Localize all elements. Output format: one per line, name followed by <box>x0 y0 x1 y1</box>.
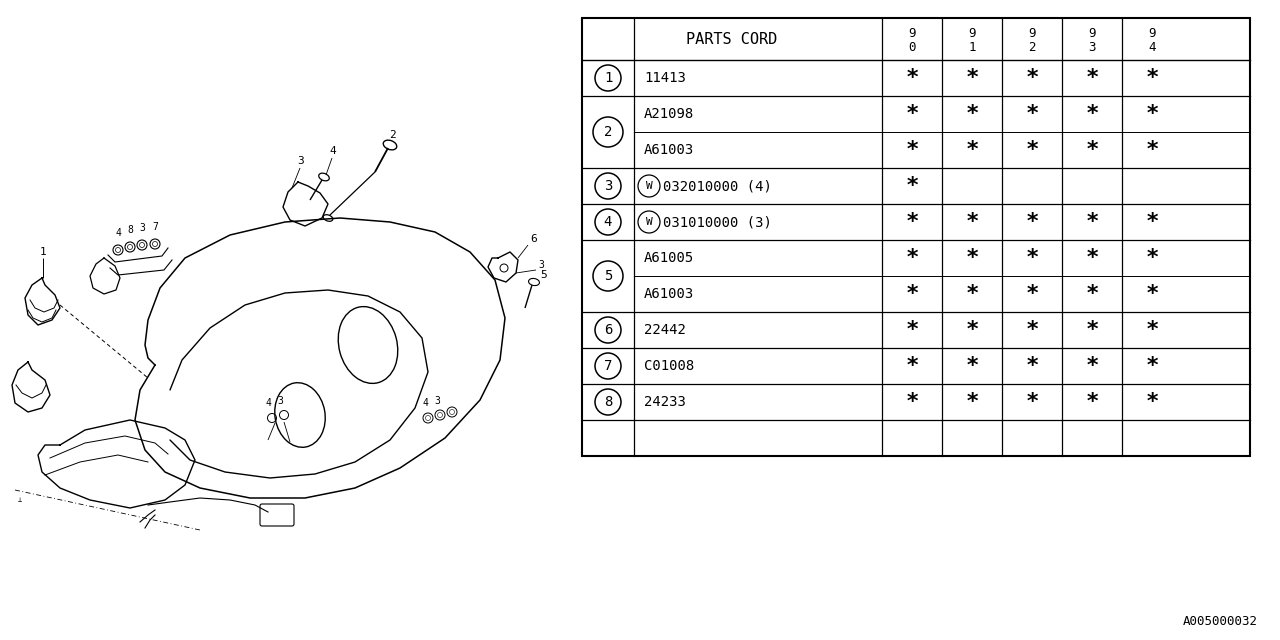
Text: *: * <box>1146 104 1158 124</box>
Text: 1: 1 <box>40 247 46 257</box>
Text: 4: 4 <box>330 146 337 156</box>
Text: *: * <box>1085 248 1098 268</box>
Text: 1: 1 <box>604 71 612 85</box>
Text: 031010000 (3): 031010000 (3) <box>663 215 772 229</box>
Text: 1: 1 <box>968 40 975 54</box>
Text: 032010000 (4): 032010000 (4) <box>663 179 772 193</box>
Text: *: * <box>965 356 979 376</box>
Text: *: * <box>1025 392 1038 412</box>
Text: 9: 9 <box>1148 26 1156 40</box>
Text: 3: 3 <box>434 396 440 406</box>
Text: 3: 3 <box>604 179 612 193</box>
Text: PARTS CORD: PARTS CORD <box>686 31 778 47</box>
Text: 11413: 11413 <box>644 71 686 85</box>
Text: *: * <box>1085 212 1098 232</box>
Text: *: * <box>905 212 919 232</box>
Text: *: * <box>1146 68 1158 88</box>
Text: A005000032: A005000032 <box>1183 615 1258 628</box>
Text: *: * <box>905 248 919 268</box>
Text: 3: 3 <box>538 260 544 270</box>
Text: *: * <box>1085 392 1098 412</box>
Text: *: * <box>1085 140 1098 160</box>
Text: 3: 3 <box>1088 40 1096 54</box>
Text: *: * <box>965 140 979 160</box>
Text: *: * <box>965 248 979 268</box>
Text: *: * <box>905 68 919 88</box>
Text: *: * <box>1025 104 1038 124</box>
Text: 2: 2 <box>1028 40 1036 54</box>
Text: 4: 4 <box>265 398 271 408</box>
Text: *: * <box>1025 140 1038 160</box>
Text: *: * <box>965 104 979 124</box>
Text: *: * <box>1025 68 1038 88</box>
Text: *: * <box>965 284 979 304</box>
Text: 0: 0 <box>909 40 915 54</box>
Text: 9: 9 <box>1088 26 1096 40</box>
Text: *: * <box>1085 104 1098 124</box>
Text: *: * <box>1085 68 1098 88</box>
Text: 4: 4 <box>115 228 120 238</box>
Text: *: * <box>1025 320 1038 340</box>
Text: A21098: A21098 <box>644 107 694 121</box>
Text: *: * <box>965 68 979 88</box>
Text: *: * <box>1146 212 1158 232</box>
Text: 9: 9 <box>909 26 915 40</box>
Text: *: * <box>905 392 919 412</box>
Text: *: * <box>965 320 979 340</box>
Text: 4: 4 <box>604 215 612 229</box>
Text: 7: 7 <box>604 359 612 373</box>
Text: *: * <box>1146 248 1158 268</box>
Text: *: * <box>1146 392 1158 412</box>
Text: 3: 3 <box>298 156 305 166</box>
Text: 4: 4 <box>1148 40 1156 54</box>
Text: *: * <box>905 104 919 124</box>
Text: 22442: 22442 <box>644 323 686 337</box>
Text: 6: 6 <box>530 234 536 244</box>
Text: 3: 3 <box>276 396 283 406</box>
Text: 2: 2 <box>604 125 612 139</box>
Text: A61005: A61005 <box>644 251 694 265</box>
Text: 7: 7 <box>152 222 157 232</box>
Text: 9: 9 <box>968 26 975 40</box>
Text: C01008: C01008 <box>644 359 694 373</box>
Text: W: W <box>645 181 653 191</box>
Bar <box>582 18 1251 456</box>
Text: *: * <box>1146 320 1158 340</box>
Text: 3: 3 <box>140 223 145 233</box>
Text: *: * <box>1146 140 1158 160</box>
Text: 8: 8 <box>604 395 612 409</box>
Text: *: * <box>1025 284 1038 304</box>
Text: 5: 5 <box>604 269 612 283</box>
Text: A61003: A61003 <box>644 287 694 301</box>
Text: *: * <box>905 140 919 160</box>
Text: 4: 4 <box>422 398 428 408</box>
Text: *: * <box>1025 248 1038 268</box>
Text: *: * <box>1146 356 1158 376</box>
Text: 5: 5 <box>540 270 547 280</box>
Text: 24233: 24233 <box>644 395 686 409</box>
Text: *: * <box>965 392 979 412</box>
Text: ⊥: ⊥ <box>18 497 22 503</box>
Text: *: * <box>905 176 919 196</box>
Text: 9: 9 <box>1028 26 1036 40</box>
Text: W: W <box>645 217 653 227</box>
Text: *: * <box>1085 356 1098 376</box>
Text: *: * <box>1025 356 1038 376</box>
Text: *: * <box>1146 284 1158 304</box>
Text: *: * <box>1025 212 1038 232</box>
Text: *: * <box>905 356 919 376</box>
Text: 8: 8 <box>127 225 133 235</box>
Text: A61003: A61003 <box>644 143 694 157</box>
Text: *: * <box>965 212 979 232</box>
Text: 6: 6 <box>604 323 612 337</box>
Text: *: * <box>1085 320 1098 340</box>
Text: *: * <box>1085 284 1098 304</box>
Text: *: * <box>905 320 919 340</box>
Text: 2: 2 <box>389 130 396 140</box>
Text: *: * <box>905 284 919 304</box>
